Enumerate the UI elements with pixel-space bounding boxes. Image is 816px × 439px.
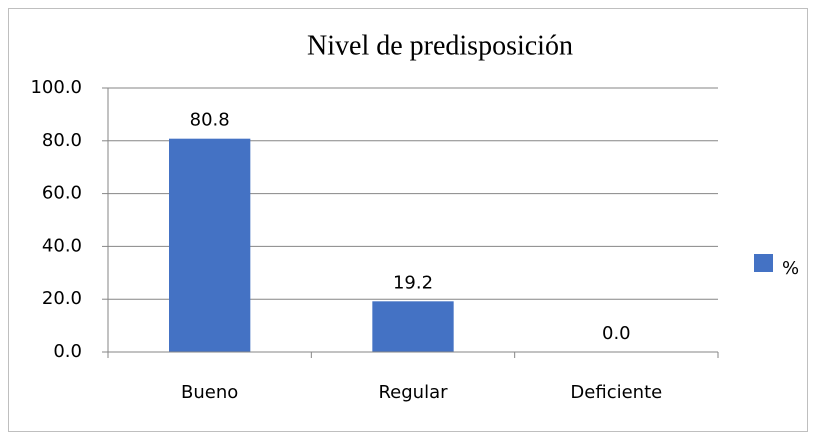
chart-frame <box>8 8 808 432</box>
y-tick-label: 0.0 <box>53 341 82 362</box>
bar <box>372 301 454 352</box>
legend-label: % <box>782 258 799 279</box>
data-label: 19.2 <box>393 272 433 293</box>
chart-title: Nivel de predisposición <box>307 30 573 61</box>
y-tick-label: 100.0 <box>30 77 82 98</box>
x-tick-label: Bueno <box>181 382 238 403</box>
data-label: 80.8 <box>190 110 230 131</box>
y-tick-label: 40.0 <box>42 235 82 256</box>
y-tick-label: 60.0 <box>42 183 82 204</box>
data-label: 0.0 <box>602 323 631 344</box>
bar <box>169 138 251 352</box>
x-tick-label: Deficiente <box>570 382 662 403</box>
y-tick-label: 80.0 <box>42 130 82 151</box>
legend-swatch <box>754 254 773 272</box>
x-tick-label: Regular <box>378 382 448 403</box>
y-tick-label: 20.0 <box>42 288 82 309</box>
